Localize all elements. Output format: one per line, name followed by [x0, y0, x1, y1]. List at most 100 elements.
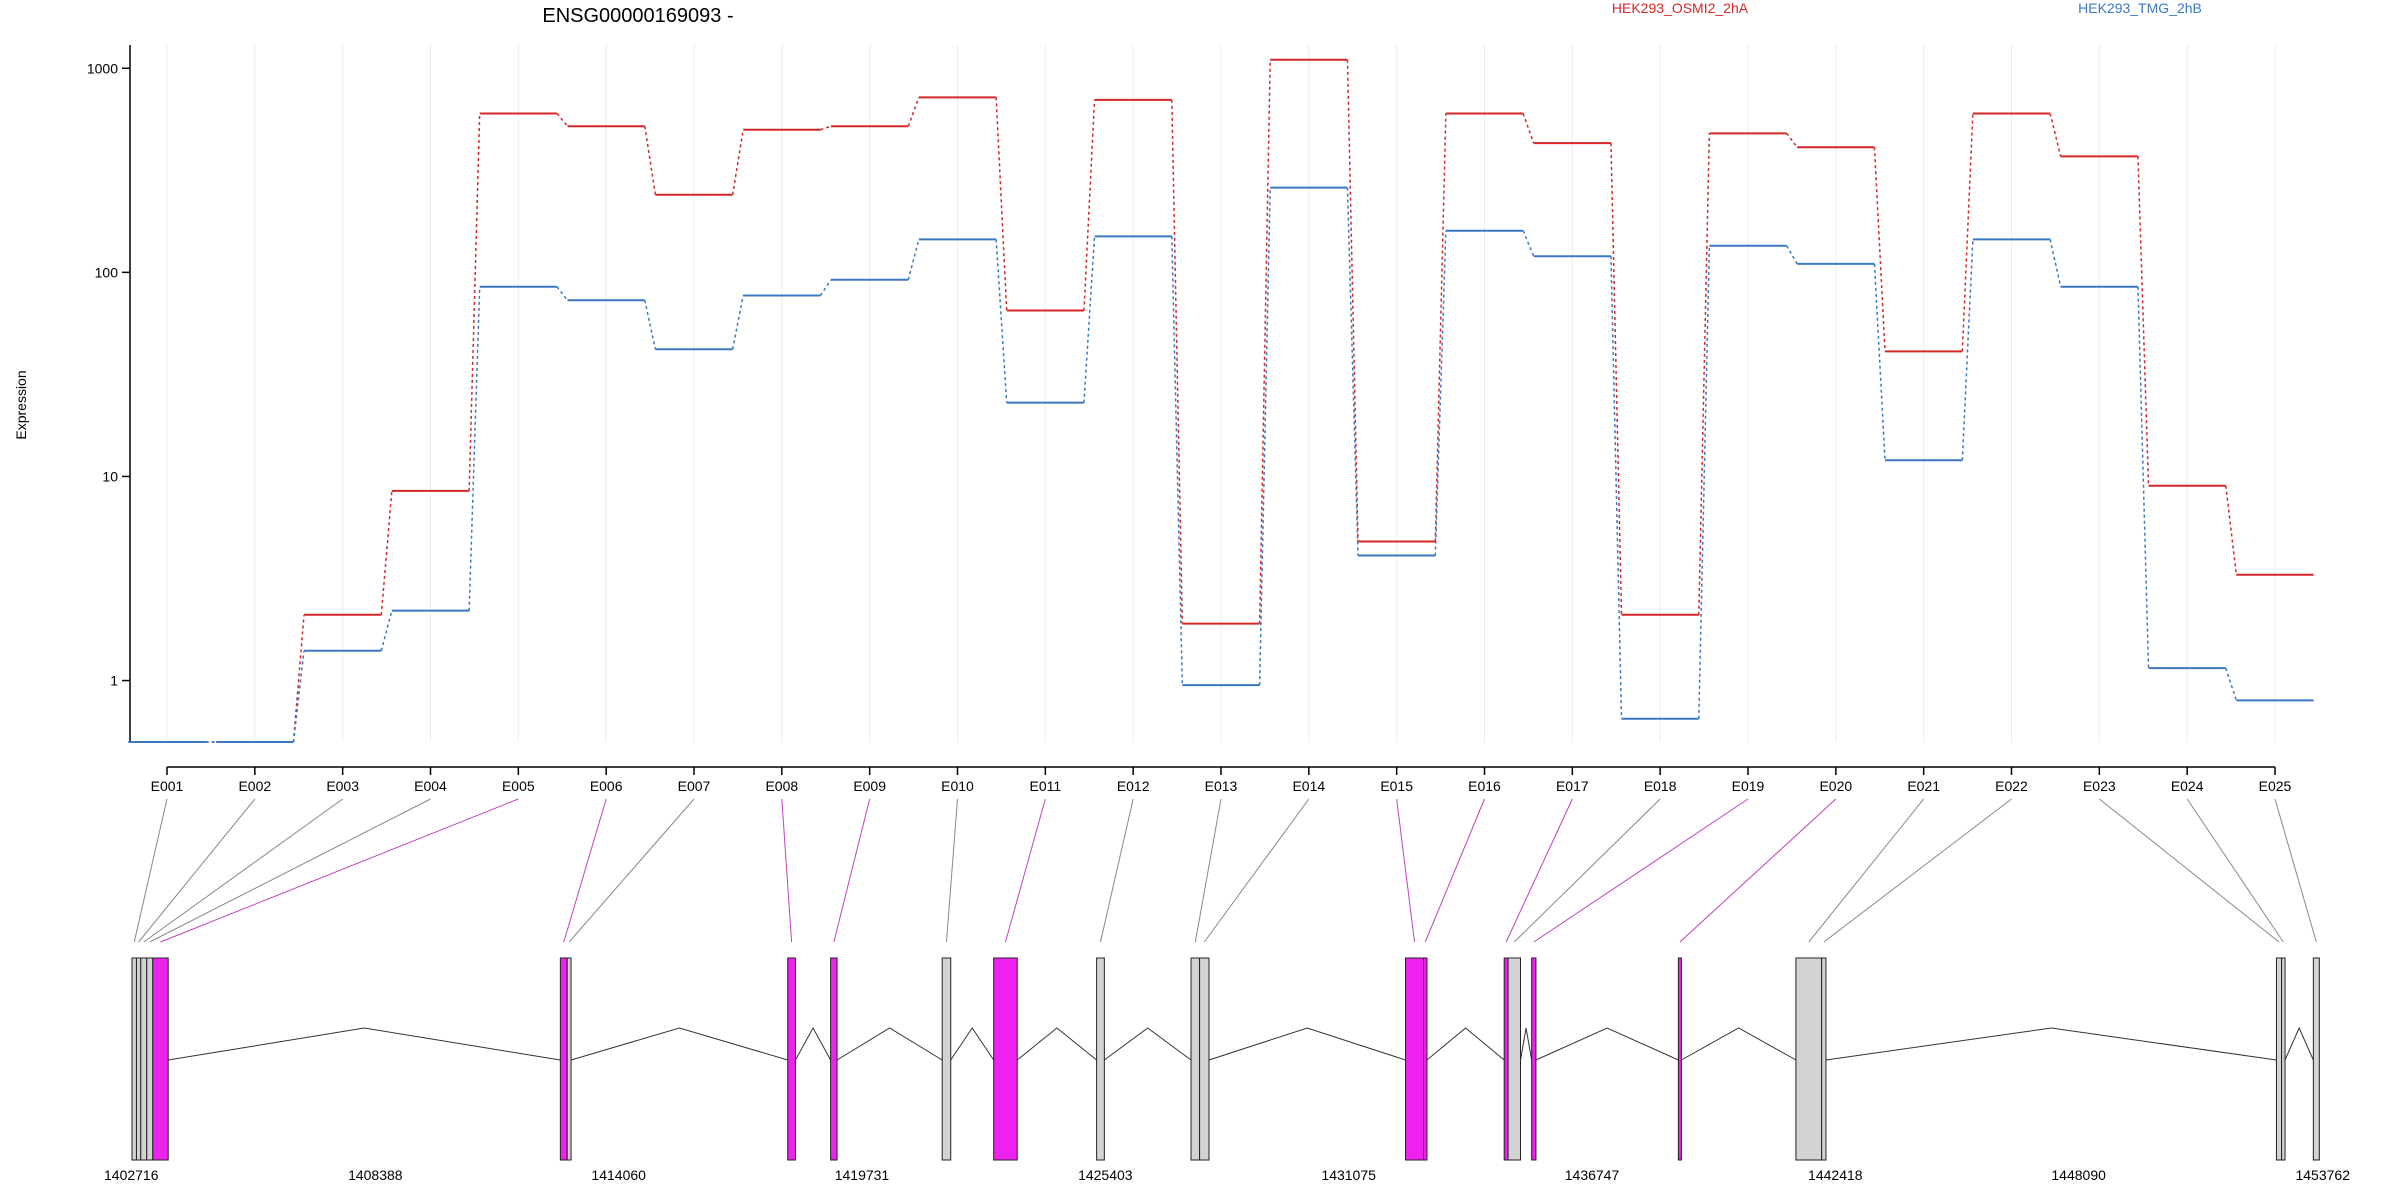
genomic-coordinate-label: 1453762 [2295, 1167, 2350, 1183]
exon-box [566, 957, 572, 1161]
genomic-coordinate-label: 1408388 [348, 1167, 403, 1183]
exon-connector [149, 798, 431, 943]
series-1-transition [556, 113, 569, 127]
series-2-transition [1083, 236, 1096, 403]
series-1-transition [907, 97, 920, 127]
exon-box [830, 957, 838, 1161]
y-tick-label: 100 [95, 264, 119, 280]
exon-connector [1679, 798, 1837, 943]
intron [570, 1027, 788, 1061]
series-1-transition [2225, 485, 2238, 575]
exon-connector [1004, 798, 1046, 943]
series-2-transition [819, 279, 832, 296]
series-1-transition [995, 97, 1008, 311]
exon-box [1795, 957, 1823, 1161]
x-tick-label: E009 [853, 778, 886, 794]
series-1-transition [468, 113, 481, 491]
exon-box [1531, 957, 1537, 1161]
series-2-transition [2225, 667, 2238, 701]
x-tick-label: E014 [1292, 778, 1325, 794]
exon-box [2281, 957, 2286, 1161]
intron [950, 1027, 995, 1061]
series-2-transition [292, 650, 305, 743]
genomic-coordinate-label: 1402716 [104, 1167, 159, 1183]
intron [836, 1027, 943, 1061]
exon-box [1677, 957, 1682, 1161]
exon-connector [143, 798, 343, 943]
series-2-transition [1434, 230, 1447, 556]
exon-connector [833, 798, 871, 943]
series-1-transition [820, 125, 832, 131]
exon-connector [1823, 798, 2012, 943]
intron [1681, 1027, 1797, 1061]
series-2-transition [1346, 187, 1359, 556]
intron [1208, 1027, 1406, 1061]
intron [1426, 1027, 1505, 1061]
genomic-coordinate-label: 1414060 [591, 1167, 646, 1183]
exon-connector [1808, 798, 1925, 943]
genomic-coordinate-label: 1431075 [1321, 1167, 1376, 1183]
series-1-transition [1873, 147, 1886, 352]
x-tick-label: E023 [2083, 778, 2116, 794]
series-1-transition [1346, 59, 1359, 542]
x-tick-label: E006 [590, 778, 623, 794]
series-2 [128, 186, 2314, 743]
series-lines [128, 58, 2314, 743]
exon-box [1821, 957, 1827, 1161]
series-2-transition [907, 239, 920, 280]
series-1-transition [1698, 133, 1711, 615]
series-2-transition [380, 610, 393, 651]
series-2-transition [644, 300, 657, 350]
series-1-transition [2049, 113, 2062, 157]
exon-box [135, 957, 142, 1161]
series-2-transition [1961, 239, 1974, 461]
x-tick-label: E002 [238, 778, 271, 794]
exon-box [787, 957, 796, 1161]
exon-box [1423, 957, 1428, 1161]
exon-connector [1424, 798, 1485, 943]
x-tick-label: E022 [1995, 778, 2028, 794]
y-axis-label: Expression [13, 370, 29, 439]
exon-box [140, 957, 148, 1161]
series-2-transition [1258, 187, 1271, 686]
exon-connector [563, 798, 607, 943]
series-2-transition [1522, 230, 1535, 257]
exon-box [1507, 957, 1521, 1161]
x-tick-label: E008 [765, 778, 798, 794]
exon-box [152, 957, 169, 1161]
x-tick-label: E001 [151, 778, 184, 794]
intron [1825, 1027, 2277, 1061]
x-tick-label: E016 [1468, 778, 1501, 794]
series-2-transition [995, 239, 1008, 403]
series-1-transition [2137, 156, 2150, 486]
exon-box [993, 957, 1018, 1161]
series-1-transition [644, 126, 657, 195]
exon-box [941, 957, 952, 1161]
intron [1520, 1027, 1533, 1061]
x-tick-label: E025 [2259, 778, 2292, 794]
x-axis: E001 E002 E003 E004 E005 E006 E007 E008 E009 E010… [151, 766, 2292, 794]
intron [2284, 1026, 2314, 1061]
exon-box [1190, 957, 1201, 1161]
exon-connector [1396, 798, 1416, 943]
series-1-transition [731, 129, 744, 195]
exon-box [1503, 957, 1509, 1161]
exon-box [146, 957, 154, 1161]
x-tick-label: E003 [326, 778, 359, 794]
exon-connector [568, 798, 695, 943]
exon-connector [2099, 798, 2280, 943]
intron [1535, 1027, 1679, 1061]
exon-box [1405, 957, 1425, 1161]
gene-model: 1402716 1408388 1414060 1419731 1425403 14310… [104, 957, 2350, 1183]
x-tick-label: E007 [678, 778, 711, 794]
x-tick-label: E010 [941, 778, 974, 794]
exon-box [559, 957, 568, 1161]
series-2-transition [1610, 256, 1623, 719]
exon-connector [1513, 798, 1661, 943]
exon-connector [1203, 798, 1310, 943]
exon-box [1199, 957, 1210, 1161]
y-tick-label: 1000 [87, 60, 118, 76]
series-2-transition [556, 286, 569, 301]
intron [795, 1026, 832, 1061]
intron [1104, 1027, 1192, 1061]
